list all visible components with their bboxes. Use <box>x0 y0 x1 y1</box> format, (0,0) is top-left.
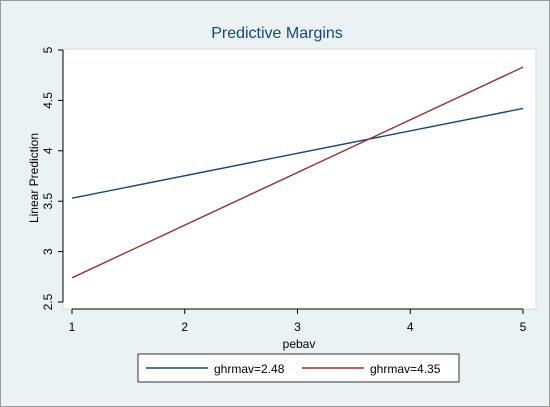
y-axis-label: Linear Prediction <box>27 133 41 223</box>
x-tick-label: 5 <box>520 320 527 334</box>
legend-label-1: ghrmav=2.48 <box>214 362 285 376</box>
x-tick-label: 1 <box>69 320 76 334</box>
legend-label-2: ghrmav=4.35 <box>370 362 441 376</box>
series-line-2 <box>71 66 524 279</box>
chart-title: Predictive Margins <box>211 25 343 42</box>
series-line-1 <box>71 107 524 199</box>
y-tick-label: 2.5 <box>41 293 55 310</box>
y-tick-label: 3.5 <box>41 193 55 210</box>
y-tick-label: 4.5 <box>41 92 55 109</box>
y-tick-label: 4 <box>41 147 55 154</box>
x-tick-label: 2 <box>181 320 188 334</box>
y-tick-label: 5 <box>41 46 55 53</box>
y-tick-label: 3 <box>41 248 55 255</box>
x-axis: 1 2 3 4 5 <box>69 308 527 334</box>
series-lines <box>71 66 524 279</box>
x-tick-label: 4 <box>407 320 414 334</box>
x-axis-label: pebav <box>283 337 316 351</box>
x-tick-label: 3 <box>294 320 301 334</box>
plot-area <box>62 48 537 310</box>
y-axis: 2.5 3 3.5 4 4.5 5 <box>41 46 64 310</box>
legend-items: ghrmav=2.48 ghrmav=4.35 <box>146 362 441 376</box>
